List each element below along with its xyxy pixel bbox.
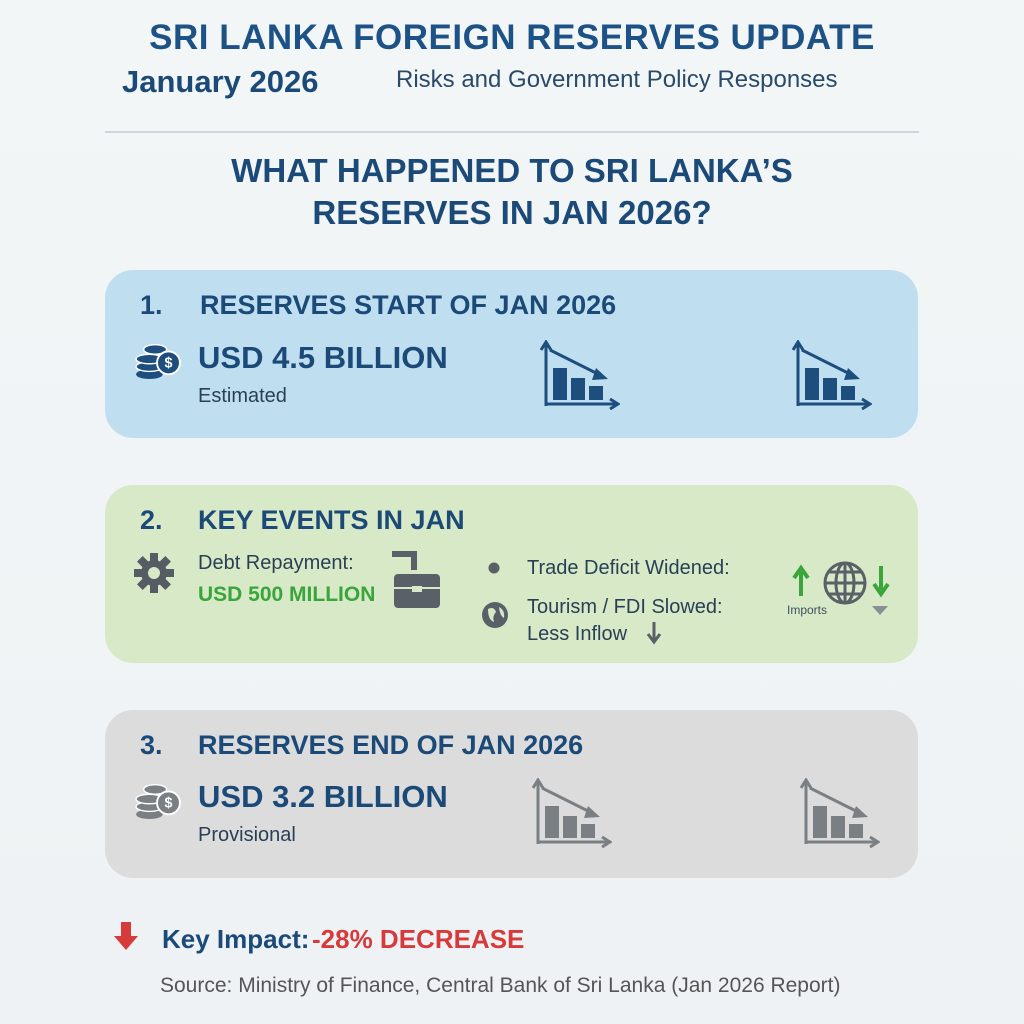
divider [105, 131, 919, 133]
down-arrow [646, 622, 662, 645]
section-number: 3. [140, 730, 163, 760]
chart-icon [800, 778, 880, 848]
subtitle: Risks and Government Policy Responses [396, 66, 838, 93]
section-heading: RESERVES END OF JAN 2026 [198, 730, 584, 760]
globe-icon [482, 602, 508, 628]
event-label: Trade Deficit Widened: [527, 557, 730, 579]
chart-icon [540, 340, 620, 410]
note: Provisional [198, 824, 296, 846]
event-label: Tourism / FDI Slowed: [527, 596, 723, 618]
impact-label: Key Impact: [162, 924, 310, 954]
source: Source: Ministry of Finance, Central Ban… [160, 974, 841, 997]
section-heading: RESERVES START OF JAN 2026 [200, 290, 617, 320]
date: January 2026 [122, 64, 319, 99]
down-triangle [872, 606, 888, 615]
event-label: Less Inflow [527, 623, 628, 645]
gear-icon [125, 544, 183, 602]
question-line: RESERVES IN JAN 2026? [312, 194, 712, 231]
card-end [105, 710, 918, 878]
impact-arrow [114, 922, 138, 950]
reserve-value: USD 4.5 BILLION [198, 340, 448, 375]
section-heading: KEY EVENTS IN JAN [198, 505, 465, 535]
coins-icon [134, 338, 182, 380]
briefcase-icon [392, 551, 440, 608]
impact-value: -28% DECREASE [312, 924, 525, 954]
debt-amount: USD 500 MILLION [198, 583, 376, 606]
chart-icon [532, 778, 612, 848]
globe-icon [823, 561, 867, 605]
up-arrow [792, 564, 810, 596]
section-number: 1. [140, 290, 163, 320]
card-events [105, 485, 918, 663]
note: Estimated [198, 385, 287, 407]
event-label: Debt Repayment: [198, 552, 354, 574]
card-start [105, 270, 918, 438]
section-number: 2. [140, 505, 163, 535]
title: SRI LANKA FOREIGN RESERVES UPDATE [149, 18, 875, 57]
bullet [488, 562, 500, 574]
reserve-value: USD 3.2 BILLION [198, 779, 448, 814]
chart-icon [792, 340, 872, 410]
imports-label: Imports [787, 603, 828, 617]
down-arrow [872, 566, 890, 598]
question-line: WHAT HAPPENED TO SRI LANKA’S [231, 152, 793, 189]
coins-icon [134, 778, 182, 820]
